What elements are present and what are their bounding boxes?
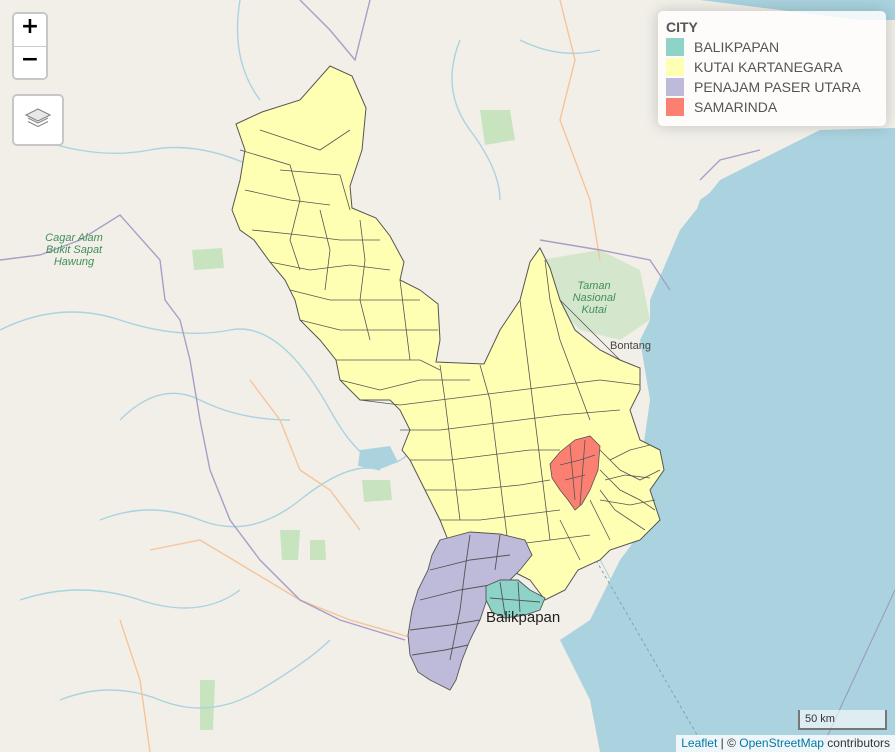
river: [19, 589, 241, 609]
legend-item: BALIKPAPAN: [666, 37, 878, 57]
legend-swatch: [666, 58, 684, 76]
park-area: [362, 480, 392, 502]
admin-boundary: [299, 0, 371, 62]
zoom-control: + −: [12, 12, 48, 80]
park-area: [192, 248, 224, 270]
admin-boundary: [0, 214, 191, 361]
place-label-text: Cagar Alam Bukit Sapat Hawung: [45, 232, 103, 268]
river: [119, 392, 291, 421]
park-area: [310, 540, 326, 560]
region-samarinda: [549, 435, 601, 511]
coast-shelf: [589, 539, 701, 752]
legend-item: KUTAI KARTANEGARA: [666, 57, 878, 77]
layers-icon: [23, 103, 53, 138]
river: [59, 639, 331, 709]
admin-boundary: [699, 149, 761, 181]
coast-line: [589, 549, 701, 741]
place-label-cagar-alam: Cagar Alam Bukit Sapat Hawung: [38, 232, 110, 268]
road: [249, 379, 301, 471]
place-label-balikpapan: Balikpapan: [486, 609, 561, 626]
river: [451, 39, 501, 201]
leaflet-link[interactable]: Leaflet: [681, 736, 718, 750]
place-label-text: Bontang: [610, 340, 651, 352]
admin-boundary: [189, 359, 406, 641]
layers-control-button[interactable]: [12, 94, 64, 146]
road: [559, 0, 601, 261]
place-label-text: Balikpapan: [486, 609, 561, 626]
attribution-separator: | ©: [717, 736, 740, 750]
legend-label: SAMARINDA: [694, 99, 778, 115]
legend-label: PENAJAM PASER UTARA: [694, 79, 861, 95]
river: [39, 139, 261, 171]
legend-item: SAMARINDA: [666, 97, 878, 117]
legend-label: KUTAI KARTANEGARA: [694, 59, 843, 75]
place-label-text: Taman Nasional Kutai: [572, 280, 616, 316]
park-area: [280, 530, 300, 560]
scale-label: 50 km: [805, 713, 835, 725]
roads: [119, 0, 601, 752]
district-lines: [239, 129, 661, 561]
rivers: [0, 0, 601, 709]
place-label-bontang: Bontang: [610, 340, 651, 352]
zoom-in-button[interactable]: +: [14, 14, 46, 46]
sea-area-east: [600, 150, 895, 752]
zoom-out-button[interactable]: −: [14, 46, 46, 78]
place-label-taman-nasional: Taman Nasional Kutai: [566, 280, 622, 316]
legend: CITY BALIKPAPAN KUTAI KARTANEGARA PENAJAM …: [658, 11, 886, 126]
legend-swatch: [666, 78, 684, 96]
road: [299, 469, 361, 531]
attribution: Leaflet | © OpenStreetMap contributors: [676, 735, 895, 752]
region-balikpapan: [485, 579, 546, 619]
park-area: [200, 680, 215, 730]
samarinda-polygon: [549, 435, 601, 511]
admin-boundary: [539, 239, 671, 291]
legend-swatch: [666, 98, 684, 116]
road: [119, 619, 151, 752]
park-area: [480, 110, 515, 145]
river: [99, 467, 381, 528]
osm-link[interactable]: OpenStreetMap: [739, 736, 824, 750]
legend-label: BALIKPAPAN: [694, 39, 780, 55]
legend-items: BALIKPAPAN KUTAI KARTANEGARA PENAJAM PASER…: [666, 37, 878, 117]
road: [149, 539, 421, 641]
river: [519, 39, 601, 54]
legend-item: PENAJAM PASER UTARA: [666, 77, 878, 97]
legend-title: CITY: [666, 19, 698, 35]
region-penajam-paser-utara: [407, 531, 533, 691]
attribution-contributors: contributors: [823, 736, 890, 750]
legend-swatch: [666, 38, 684, 56]
boundaries: [0, 0, 761, 641]
river: [236, 0, 261, 101]
river: [0, 311, 421, 465]
scale-bar: 50 km: [798, 710, 887, 730]
